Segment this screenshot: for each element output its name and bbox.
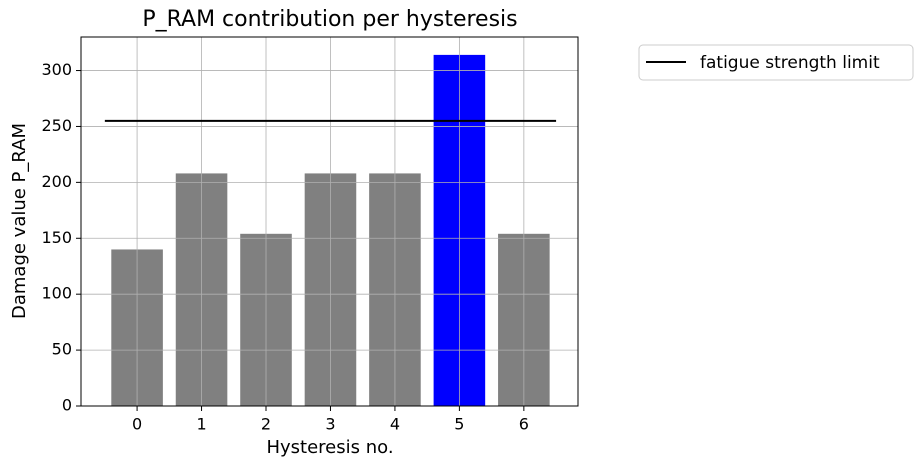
- chart-title: P_RAM contribution per hysteresis: [142, 7, 517, 32]
- x-tick-label: 4: [390, 415, 400, 434]
- y-tick-label: 150: [41, 228, 72, 247]
- y-tick-label: 200: [41, 172, 72, 191]
- legend-label: fatigue strength limit: [700, 53, 880, 73]
- x-tick-label: 6: [519, 415, 529, 434]
- y-tick-label: 100: [41, 284, 72, 303]
- y-axis-label: Damage value P_RAM: [9, 123, 30, 319]
- x-tick-label: 1: [196, 415, 206, 434]
- x-tick-label: 5: [454, 415, 464, 434]
- plot-frame: [80, 36, 579, 407]
- y-tick-label: 0: [62, 396, 72, 415]
- y-tick-label: 50: [52, 340, 72, 359]
- y-tick-label: 250: [41, 116, 72, 135]
- legend-box: [638, 44, 914, 81]
- x-tick-label: 2: [261, 415, 271, 434]
- x-tick-label: 3: [325, 415, 335, 434]
- y-tick-label: 300: [41, 60, 72, 79]
- x-tick-label: 0: [132, 415, 142, 434]
- x-axis-label: Hysteresis no.: [266, 437, 393, 458]
